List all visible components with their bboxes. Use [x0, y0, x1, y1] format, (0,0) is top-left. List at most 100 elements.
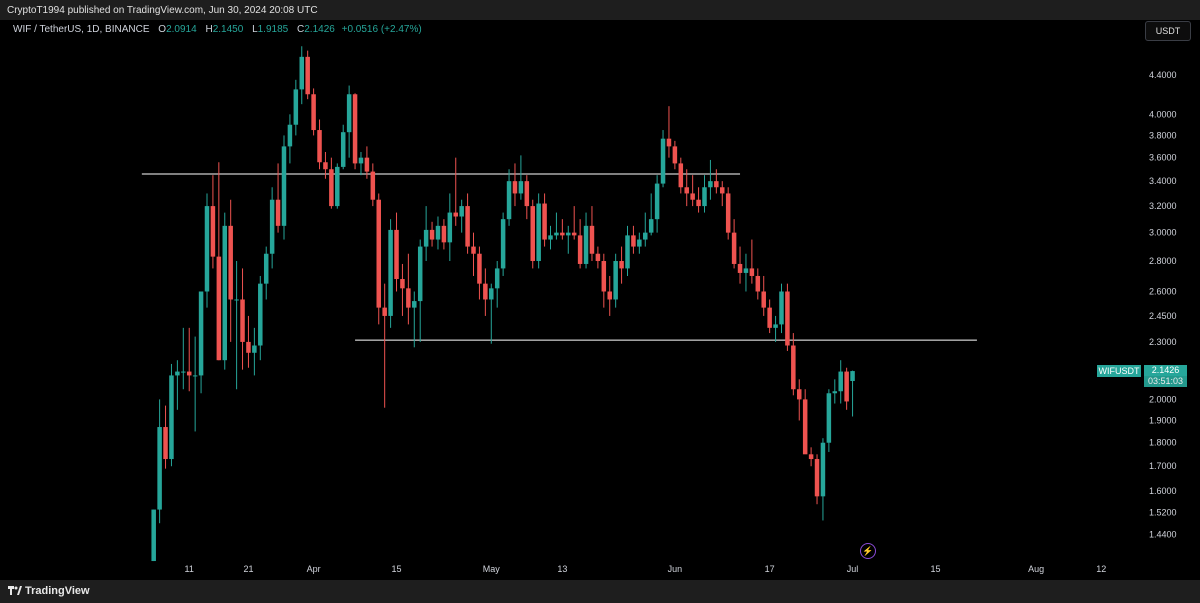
candle-body — [157, 427, 162, 510]
candle-body — [352, 94, 358, 164]
x-tick-label: 15 — [930, 564, 940, 574]
low-value: 1.9185 — [257, 24, 289, 35]
tradingview-logo-icon — [8, 586, 22, 595]
y-tick-label: 3.4000 — [1149, 176, 1177, 186]
x-tick-label: Apr — [307, 564, 321, 574]
y-tick-label: 2.6000 — [1149, 286, 1177, 296]
candle-body — [743, 268, 749, 273]
candle — [400, 263, 405, 316]
candle — [317, 119, 322, 170]
candle-body — [530, 206, 535, 262]
candle-body — [429, 229, 435, 240]
candle — [530, 199, 535, 269]
candle — [779, 283, 784, 334]
symbol-label: WIF / TetherUS, 1D, BINANCE — [13, 24, 150, 35]
open-label: O — [158, 24, 167, 35]
candle — [246, 315, 251, 368]
candle — [637, 232, 642, 254]
candle — [417, 239, 423, 342]
x-tick-label: 13 — [557, 564, 567, 574]
candle-body — [554, 232, 559, 236]
time-axis[interactable]: 11 21 Apr 15 May 13 Jun 17 Jul 15 Aug 12 — [185, 564, 1107, 574]
candle-body — [489, 288, 494, 300]
candle — [708, 159, 713, 200]
candle — [471, 232, 476, 276]
candle — [684, 169, 689, 207]
candle — [536, 193, 541, 269]
candle — [648, 193, 654, 236]
candle — [234, 261, 239, 390]
candle-body — [340, 132, 346, 167]
candle-body — [808, 454, 814, 460]
candle-body — [536, 203, 541, 262]
candle-body — [755, 275, 761, 292]
candle — [850, 370, 855, 417]
candle — [204, 193, 210, 308]
x-tick-label: May — [483, 564, 501, 574]
candle — [453, 157, 458, 226]
candle — [595, 246, 601, 269]
candle — [263, 246, 269, 300]
x-tick-label: 11 — [185, 564, 194, 574]
candle — [329, 157, 334, 209]
candle — [429, 221, 435, 247]
candle — [151, 509, 156, 562]
candle-body — [198, 291, 204, 376]
y-tick-label: 1.7000 — [1149, 461, 1177, 471]
candle-body — [814, 459, 820, 497]
candle — [186, 327, 192, 392]
y-tick-label: 2.4500 — [1149, 311, 1177, 321]
candle-body — [263, 253, 269, 284]
lightning-icon[interactable]: ⚡ — [860, 543, 876, 559]
candle-body — [275, 199, 281, 226]
candle — [494, 261, 500, 308]
publisher-text: CryptoT1994 published on TradingView.com… — [7, 5, 318, 16]
candle — [489, 283, 494, 344]
y-tick-label: 1.8000 — [1149, 438, 1177, 448]
candle — [589, 206, 595, 262]
candle-body — [838, 371, 843, 392]
candle-body — [720, 187, 725, 194]
x-tick-label: Aug — [1028, 564, 1044, 574]
y-tick-label: 3.8000 — [1149, 130, 1177, 140]
candle-body — [471, 246, 476, 254]
candle — [175, 360, 180, 410]
price-tag-symbol: WIFUSDT — [1097, 365, 1141, 377]
candle-body — [494, 268, 500, 289]
close-value: 2.1426 — [304, 24, 335, 35]
y-tick-label: 3.6000 — [1149, 153, 1177, 163]
candle-body — [192, 375, 198, 377]
candle-body — [577, 235, 583, 264]
high-label: H — [205, 24, 213, 35]
publish-bar: CryptoT1994 published on TradingView.com… — [0, 0, 1200, 20]
candle-body — [358, 157, 364, 164]
price-tag-countdown: 03:51:03 — [1144, 376, 1187, 387]
candle-body — [666, 138, 672, 147]
candle — [394, 212, 399, 292]
candle — [335, 163, 340, 209]
candle — [791, 333, 796, 396]
candle — [761, 275, 766, 316]
candle — [382, 283, 387, 408]
candle-body — [151, 509, 156, 562]
candle — [311, 88, 316, 136]
candle-body — [791, 345, 796, 390]
candle-body — [785, 291, 790, 346]
candle — [666, 106, 672, 158]
candle — [269, 187, 275, 269]
candle-body — [394, 229, 399, 280]
candle-body — [252, 345, 257, 353]
candle — [749, 239, 755, 284]
candle-body — [826, 393, 832, 443]
candle — [258, 275, 263, 361]
candle-body — [453, 212, 458, 217]
candle — [210, 175, 216, 269]
candle-body — [749, 268, 755, 276]
price-axis[interactable]: 1.4400 1.5200 1.6000 1.7000 1.8000 1.9000 2.00… — [1149, 70, 1177, 539]
candle — [423, 206, 429, 262]
currency-button[interactable]: USDT — [1145, 21, 1191, 41]
candle — [548, 225, 553, 250]
open-value: 2.0914 — [166, 24, 197, 35]
tradingview-brand[interactable]: TradingView — [8, 585, 90, 597]
